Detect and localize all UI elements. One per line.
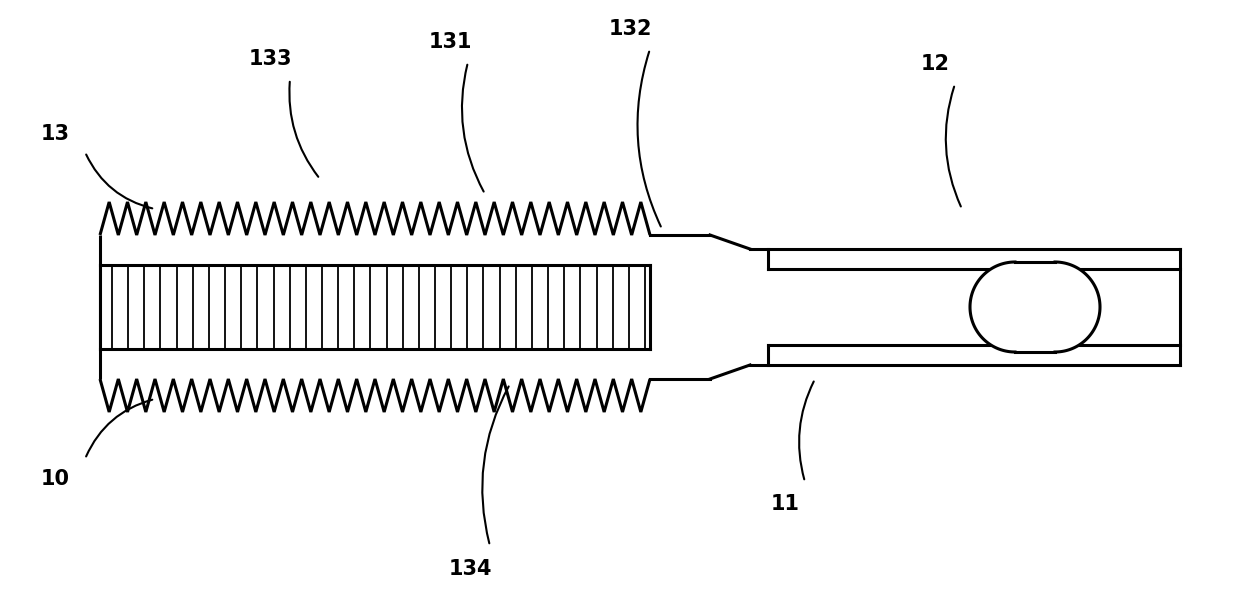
Bar [100, 265, 650, 349]
Polygon shape [970, 262, 1100, 352]
Text: 133: 133 [248, 49, 291, 69]
Text: 134: 134 [448, 559, 492, 579]
Text: 13: 13 [41, 124, 69, 144]
Text: 132: 132 [609, 19, 652, 39]
Text: 131: 131 [428, 32, 471, 52]
Text: 10: 10 [41, 469, 69, 489]
Text: 12: 12 [920, 54, 950, 74]
Text: 11: 11 [770, 494, 800, 514]
